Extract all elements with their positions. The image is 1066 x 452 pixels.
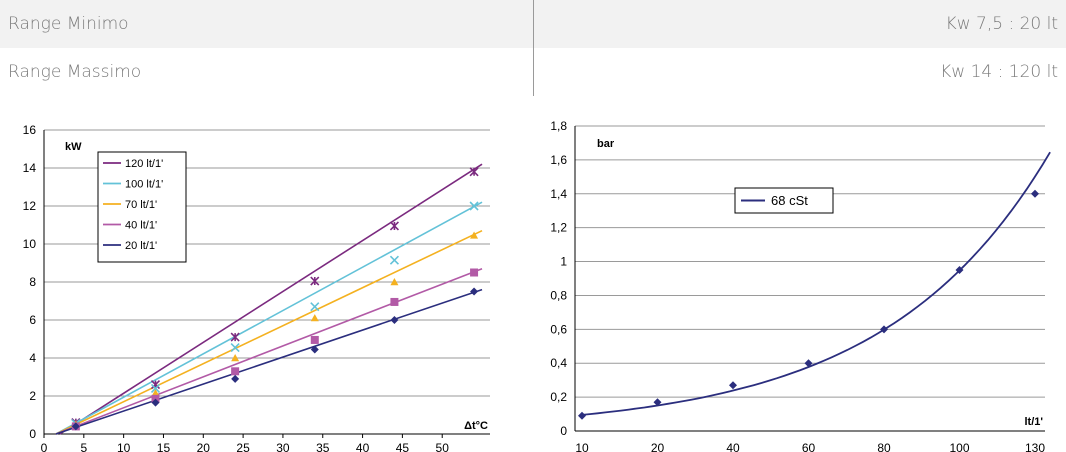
legend-box: [97, 151, 187, 263]
trend-line: [55, 201, 483, 435]
y-tick-label: 0,6: [550, 322, 567, 336]
y-tick-label: 1,8: [550, 119, 567, 133]
x-tick-label: 40: [726, 441, 740, 452]
diamond-marker: [1031, 189, 1039, 198]
asterisk-marker: [469, 167, 479, 177]
y-tick-label: 10: [23, 237, 37, 251]
diamond-marker: [804, 359, 813, 368]
x-tick-label: 45: [396, 441, 410, 452]
x-tick-label: 0: [41, 441, 48, 452]
diamond-marker: [71, 422, 80, 431]
triangle-marker: [390, 278, 399, 286]
x-marker: [150, 383, 161, 393]
legend-entry: 70 lt/1': [125, 199, 157, 211]
x-tick-label: 20: [197, 441, 211, 452]
x-marker: [230, 342, 240, 353]
diamond-marker: [310, 345, 319, 354]
y-tick-label: 0,2: [550, 390, 567, 404]
square-marker: [470, 268, 479, 277]
y-tick-label: 4: [29, 351, 36, 365]
square-marker: [390, 297, 399, 306]
x-tick-label: 80: [877, 441, 891, 452]
y-tick-label: 0,8: [550, 288, 567, 302]
y-tick-label: 0,4: [550, 356, 567, 370]
y-axis-label: kW: [65, 141, 82, 153]
spec-value: Kw 14 : 120 lt: [940, 62, 1058, 82]
y-tick-label: 1,6: [550, 153, 567, 167]
y-tick-label: 1: [560, 255, 567, 269]
triangle-marker: [151, 389, 160, 397]
y-tick-label: 0: [29, 427, 36, 441]
trend-line: [55, 229, 483, 435]
y-tick-label: 0: [560, 424, 567, 438]
legend-entry: 40 lt/1': [125, 220, 157, 232]
x-tick-label: 50: [436, 441, 450, 452]
y-tick-label: 14: [23, 161, 37, 175]
diamond-marker: [470, 287, 479, 296]
legend-entry: 100 lt/1': [125, 179, 163, 191]
x-marker: [469, 201, 479, 211]
diamond-marker: [729, 381, 737, 390]
legend-entry: 120 lt/1': [125, 158, 163, 170]
asterisk-marker: [230, 332, 240, 342]
diamond-marker: [578, 411, 586, 420]
y-tick-label: 16: [23, 123, 37, 137]
legend-entry: 20 lt/1': [125, 240, 157, 252]
spec-label: Range Massimo: [8, 62, 142, 82]
x-tick-label: 30: [276, 441, 290, 452]
y-tick-label: 12: [23, 199, 37, 213]
diamond-marker: [955, 266, 964, 275]
y-tick-label: 8: [29, 275, 36, 289]
asterisk-marker: [150, 380, 161, 390]
diamond-marker: [231, 374, 240, 383]
y-tick-label: 1,2: [550, 221, 567, 235]
x-tick-label: 10: [575, 441, 589, 452]
x-tick-label: 130: [1025, 441, 1045, 452]
diamond-marker: [390, 316, 399, 324]
triangle-marker: [310, 314, 319, 322]
x-tick-label: 20: [651, 441, 665, 452]
spec-value: Kw 7,5 : 20 lt: [945, 14, 1058, 34]
square-marker: [310, 335, 319, 344]
trend-line: [55, 267, 483, 435]
trend-line: [59, 163, 483, 435]
spec-divider: [533, 0, 534, 96]
spec-label: Range Minimo: [8, 14, 129, 34]
y-tick-label: 1,4: [550, 187, 567, 201]
x-marker: [310, 302, 320, 312]
x-tick-label: 5: [80, 441, 87, 452]
asterisk-marker: [310, 276, 320, 286]
x-tick-label: 10: [117, 441, 131, 452]
chart1-plot: 0 2 4 6 8 10 12 14 16 0 5 10 15 20 25 30 35 40 45 50 kW Δt°C 1…: [23, 123, 490, 452]
square-marker: [231, 367, 240, 376]
y-tick-label: 2: [29, 389, 36, 403]
asterisk-marker: [389, 221, 399, 231]
specs-table: Range Minimo Kw 7,5 : 20 lt Range Massim…: [0, 0, 1066, 96]
x-tick-label: 60: [802, 441, 816, 452]
x-marker: [389, 255, 399, 265]
x-tick-label: 25: [236, 441, 250, 452]
diamond-marker: [880, 325, 888, 334]
x-tick-label: 35: [316, 441, 330, 452]
y-tick-label: 6: [29, 313, 36, 327]
x-axis-label: lt/1': [1024, 416, 1043, 428]
x-tick-label: 100: [949, 441, 969, 452]
trend-curve: [581, 151, 1051, 416]
triangle-marker: [231, 354, 240, 362]
triangle-marker: [470, 231, 479, 239]
diamond-marker: [151, 398, 160, 407]
x-axis-label: Δt°C: [464, 420, 488, 432]
chart2-plot: 0 0,2 0,4 0,6 0,8 1 1,2 1,4 1,6 1,8 10 20 40 60 80 100 1…: [550, 119, 1051, 452]
trend-line: [55, 288, 483, 435]
x-tick-label: 15: [157, 441, 171, 452]
legend-entry: 68 cSt: [771, 193, 808, 208]
x-tick-label: 40: [356, 441, 370, 452]
y-axis-label: bar: [597, 138, 615, 150]
diamond-marker: [653, 398, 662, 407]
